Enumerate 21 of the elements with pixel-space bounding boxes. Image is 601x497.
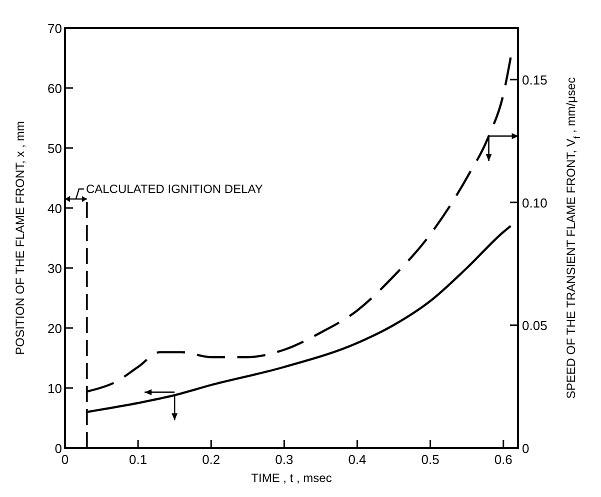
y2-tick-label: 0.15: [522, 72, 548, 88]
x-tick-label: 0.3: [275, 452, 294, 467]
x-tick-label: 0.5: [421, 452, 440, 467]
ref-line-label: CALCULATED IGNITION DELAY: [86, 182, 263, 196]
y-axis-title: POSITION OF THE FLAME FRONT, x , mm: [13, 121, 27, 355]
x-tick-label: 0.4: [348, 452, 366, 467]
y-tick-label: 30: [48, 261, 62, 276]
y-tick-label: 0: [54, 441, 62, 456]
y2-tick-label: 0.05: [522, 318, 548, 334]
x-axis-title: TIME , t , msec: [251, 471, 332, 485]
y2-tick-label: 0: [522, 441, 530, 456]
y-tick-label: 40: [48, 201, 62, 216]
x-tick-label: 0.1: [129, 452, 148, 467]
y-tick-label: 50: [48, 141, 62, 156]
x-tick-label: 0.2: [202, 452, 220, 467]
y-tick-label: 70: [48, 21, 62, 36]
y-tick-label: 60: [48, 81, 62, 96]
x-tick-label: 0.6: [494, 452, 512, 467]
y2-tick-label: 0.10: [522, 195, 548, 210]
y-tick-label: 10: [48, 381, 62, 396]
y-tick-label: 20: [48, 321, 62, 336]
